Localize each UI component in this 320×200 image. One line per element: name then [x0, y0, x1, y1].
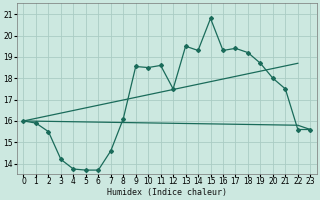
X-axis label: Humidex (Indice chaleur): Humidex (Indice chaleur)	[107, 188, 227, 197]
